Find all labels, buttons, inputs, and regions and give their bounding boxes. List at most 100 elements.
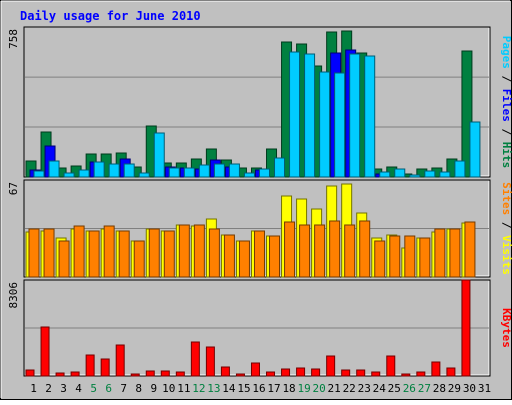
bar-sites-day-27 bbox=[419, 237, 431, 278]
x-tick-label-7: 7 bbox=[120, 382, 127, 395]
x-tick-label-11: 11 bbox=[177, 382, 190, 395]
legend-entry: Sites bbox=[500, 182, 512, 215]
bar-pages-day-19 bbox=[304, 53, 316, 178]
bar-pages-day-7 bbox=[123, 163, 135, 178]
x-tick-label-13: 13 bbox=[207, 382, 220, 395]
bar-pages-day-8 bbox=[138, 172, 150, 178]
chart-panels: 758 Pages / Files / Hits 67 Sites / Visits 8… bbox=[7, 26, 512, 377]
y-axis-max-label: 8306 bbox=[7, 282, 20, 309]
x-tick-label-22: 22 bbox=[343, 382, 356, 395]
bar-sites-day-7 bbox=[118, 230, 130, 278]
bar-sites-day-15 bbox=[238, 240, 250, 278]
bar-sites-day-20 bbox=[314, 224, 326, 278]
bar-kbytes-day-18 bbox=[281, 368, 291, 377]
bar-kbytes-day-29 bbox=[446, 367, 456, 377]
x-tick-label-21: 21 bbox=[328, 382, 341, 395]
bar-sites-day-16 bbox=[253, 230, 265, 278]
bar-sites-day-21 bbox=[329, 220, 341, 278]
bar-kbytes-day-2 bbox=[40, 326, 50, 377]
legend-entry: Files bbox=[500, 89, 512, 122]
bar-pages-day-30 bbox=[469, 121, 481, 178]
bar-sites-day-3 bbox=[58, 240, 70, 278]
bar-sites-day-6 bbox=[103, 225, 115, 278]
x-tick-label-25: 25 bbox=[388, 382, 401, 395]
legend-entry: Visits bbox=[500, 235, 512, 275]
bar-sites-day-12 bbox=[193, 224, 205, 278]
x-tick-label-9: 9 bbox=[150, 382, 157, 395]
panel-bottom: 8306 KBytes bbox=[7, 279, 512, 377]
legend-label: KBytes bbox=[500, 308, 512, 348]
bar-pages-day-14 bbox=[228, 163, 240, 178]
bar-kbytes-day-25 bbox=[386, 355, 396, 377]
bar-sites-day-30 bbox=[464, 221, 476, 278]
bar-kbytes-day-17 bbox=[266, 371, 276, 377]
bar-pages-day-17 bbox=[274, 157, 286, 178]
y-axis-max-label: 758 bbox=[7, 29, 20, 49]
x-tick-label-12: 12 bbox=[192, 382, 205, 395]
bar-pages-day-13 bbox=[213, 163, 225, 178]
bar-kbytes-day-22 bbox=[341, 369, 351, 377]
x-tick-label-15: 15 bbox=[237, 382, 250, 395]
x-tick-label-31: 31 bbox=[478, 382, 491, 395]
bar-kbytes-day-8 bbox=[130, 373, 140, 377]
x-tick-label-14: 14 bbox=[222, 382, 236, 395]
bar-sites-day-23 bbox=[359, 220, 371, 278]
x-tick-label-6: 6 bbox=[105, 382, 112, 395]
chart-title: Daily usage for June 2010 bbox=[20, 9, 201, 23]
bar-pages-day-6 bbox=[108, 163, 120, 178]
x-tick-label-8: 8 bbox=[135, 382, 142, 395]
bar-pages-day-25 bbox=[394, 168, 406, 178]
bar-pages-day-2 bbox=[48, 160, 60, 178]
legend-entry: / bbox=[500, 215, 512, 235]
bar-pages-day-22 bbox=[349, 53, 361, 178]
panel-frame bbox=[23, 26, 491, 178]
x-tick-label-1: 1 bbox=[30, 382, 37, 395]
x-tick-label-26: 26 bbox=[403, 382, 416, 395]
bar-sites-day-11 bbox=[178, 224, 190, 278]
bar-sites-day-2 bbox=[43, 228, 55, 278]
bar-kbytes-day-12 bbox=[190, 341, 200, 377]
legend-label: Sites / Visits bbox=[500, 182, 512, 275]
bar-kbytes-day-9 bbox=[145, 370, 155, 377]
bar-kbytes-day-6 bbox=[100, 358, 110, 377]
bar-sites-day-13 bbox=[208, 228, 220, 278]
bar-sites-day-8 bbox=[133, 240, 145, 278]
legend-entry: KBytes bbox=[500, 308, 512, 348]
bar-pages-day-9 bbox=[153, 132, 165, 178]
bar-sites-day-25 bbox=[389, 235, 401, 278]
bar-hits-day-30 bbox=[461, 50, 473, 178]
bar-pages-day-24 bbox=[379, 171, 391, 178]
x-tick-label-27: 27 bbox=[418, 382, 431, 395]
bar-pages-day-26 bbox=[409, 174, 421, 178]
x-tick-label-4: 4 bbox=[75, 382, 82, 395]
bar-kbytes-day-30 bbox=[461, 279, 471, 377]
panel-top: 758 Pages / Files / Hits bbox=[7, 26, 512, 178]
bar-kbytes-day-20 bbox=[311, 368, 321, 377]
bar-kbytes-day-4 bbox=[70, 371, 80, 377]
x-tick-label-2: 2 bbox=[45, 382, 52, 395]
panel-middle: 67 Sites / Visits bbox=[7, 179, 512, 278]
bar-pages-day-18 bbox=[289, 51, 301, 178]
x-tick-label-3: 3 bbox=[60, 382, 67, 395]
x-tick-label-16: 16 bbox=[252, 382, 265, 395]
bar-pages-day-5 bbox=[93, 161, 105, 178]
x-tick-label-28: 28 bbox=[433, 382, 446, 395]
x-tick-label-17: 17 bbox=[267, 382, 280, 395]
bar-pages-day-28 bbox=[439, 171, 451, 178]
x-tick-label-30: 30 bbox=[463, 382, 476, 395]
legend-label: Pages / Files / Hits bbox=[500, 36, 512, 169]
bar-sites-day-9 bbox=[148, 228, 160, 278]
legend-entry: Pages bbox=[500, 36, 512, 69]
bar-pages-day-10 bbox=[168, 167, 180, 178]
bar-kbytes-day-3 bbox=[55, 372, 65, 377]
x-tick-label-23: 23 bbox=[358, 382, 371, 395]
legend-entry: Hits bbox=[500, 142, 512, 169]
bar-kbytes-day-14 bbox=[220, 366, 230, 377]
bar-sites-day-22 bbox=[344, 224, 356, 278]
bar-kbytes-day-28 bbox=[431, 361, 441, 377]
x-tick-label-24: 24 bbox=[373, 382, 387, 395]
bar-pages-day-3 bbox=[63, 172, 75, 178]
bar-pages-day-11 bbox=[183, 167, 195, 178]
bar-pages-day-12 bbox=[198, 164, 210, 178]
bar-pages-day-1 bbox=[33, 170, 45, 178]
